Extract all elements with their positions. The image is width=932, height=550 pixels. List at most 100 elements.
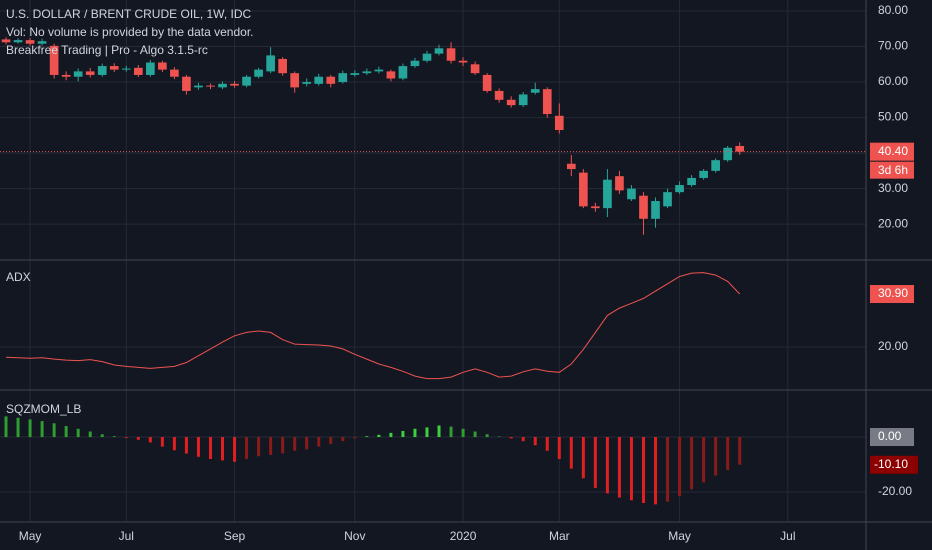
x-tick-label: 2020 <box>450 529 477 543</box>
momentum-bar <box>317 437 321 447</box>
candle-body <box>615 176 624 191</box>
candle-body <box>290 73 300 88</box>
candle-body <box>530 89 540 93</box>
y-tick-label: 70.00 <box>878 39 908 53</box>
momentum-bar <box>449 426 453 438</box>
candle-body <box>121 68 131 70</box>
momentum-bar <box>521 437 525 442</box>
zero-label: 0.00 <box>878 429 902 443</box>
momentum-bar <box>136 437 140 440</box>
momentum-bar <box>425 427 429 438</box>
candle-body <box>133 67 143 75</box>
momentum-bar <box>160 437 164 447</box>
volume-note: Vol: No volume is provided by the data v… <box>6 25 253 39</box>
candle-body <box>566 163 576 170</box>
momentum-bar <box>4 416 8 438</box>
candle-body <box>338 73 348 83</box>
candle-body <box>314 76 324 84</box>
momentum-bar <box>605 437 609 494</box>
momentum-bar <box>281 437 285 454</box>
momentum-bar <box>196 437 200 457</box>
x-tick-label: May <box>668 529 691 543</box>
candle-body <box>73 71 83 77</box>
momentum-bar <box>16 417 20 438</box>
momentum-bar <box>581 437 585 479</box>
x-tick-label: Mar <box>549 529 570 543</box>
candle-body <box>326 76 336 84</box>
y-tick-label: 80.00 <box>878 3 908 17</box>
momentum-bar <box>678 437 682 497</box>
candle-body <box>554 115 564 130</box>
candle-body <box>230 83 239 86</box>
y-tick-label: 60.00 <box>878 74 908 88</box>
symbol-title: U.S. DOLLAR / BRENT CRUDE OIL, 1W, IDC <box>6 7 251 21</box>
momentum-bar <box>88 431 92 438</box>
candle-body <box>350 73 360 75</box>
countdown-box <box>870 161 914 179</box>
candle-body <box>735 145 745 152</box>
x-tick-label: Jul <box>119 529 134 543</box>
last-price-label: 40.40 <box>878 144 908 158</box>
last-value-label: 30.90 <box>878 286 908 300</box>
candle-body <box>494 90 504 100</box>
momentum-bar <box>593 437 597 488</box>
candle-body <box>639 195 648 219</box>
sqzmom-title: SQZMOM_LB <box>6 402 81 416</box>
last-value-box <box>870 285 914 304</box>
candle-body <box>603 179 612 209</box>
last-price-box <box>870 142 914 161</box>
momentum-bar <box>64 426 68 438</box>
momentum-bar <box>389 432 393 438</box>
momentum-bar <box>148 437 152 443</box>
momentum-bar <box>738 437 742 465</box>
candle-body <box>627 188 636 200</box>
momentum-bar <box>401 430 405 438</box>
candle-body <box>422 53 432 61</box>
y-tick-label: -20.00 <box>878 484 912 498</box>
zero-label-box <box>870 428 914 447</box>
momentum-bar <box>437 425 441 438</box>
momentum-bar <box>473 431 477 438</box>
candle-body <box>506 99 516 106</box>
labels: U.S. DOLLAR / BRENT CRUDE OIL, 1W, IDC V… <box>6 3 918 543</box>
momentum-bar <box>641 437 645 504</box>
x-tick-label: Jul <box>780 529 795 543</box>
momentum-bar <box>533 437 537 446</box>
candle-body <box>146 62 155 75</box>
candle-body <box>410 60 420 67</box>
candle-body <box>13 40 23 43</box>
candle-body <box>374 69 384 72</box>
candle-body <box>518 94 528 106</box>
last-value-box <box>870 455 918 474</box>
candle-body <box>434 48 444 54</box>
candle-body <box>711 160 720 171</box>
momentum-bar <box>557 437 561 460</box>
momentum-bar <box>629 437 633 501</box>
candle-body <box>266 55 275 72</box>
momentum-bar <box>305 437 309 450</box>
candle-body <box>25 40 35 44</box>
candle-body <box>482 74 492 91</box>
candle-body <box>386 71 396 79</box>
momentum-bar <box>654 437 658 505</box>
y-tick-label: 50.00 <box>878 110 908 124</box>
candle-body <box>278 58 287 74</box>
candle-body <box>579 172 588 207</box>
momentum-bar <box>293 437 297 451</box>
momentum-bar <box>365 436 369 438</box>
countdown-label: 3d 6h <box>878 163 908 177</box>
adx-title: ADX <box>6 270 31 284</box>
x-tick-label: May <box>19 529 42 543</box>
indicator-name: Breakfree Trading | Pro - Algo 3.1.5-rc <box>6 43 208 57</box>
candle-body <box>242 76 251 86</box>
candle-body <box>37 41 47 44</box>
x-tick-label: Nov <box>344 529 365 543</box>
momentum-bar <box>172 437 176 451</box>
momentum-bar <box>726 437 730 471</box>
momentum-bar <box>40 421 44 438</box>
candle-body <box>158 62 167 70</box>
momentum-bar <box>569 437 573 469</box>
candle-body <box>109 66 119 70</box>
